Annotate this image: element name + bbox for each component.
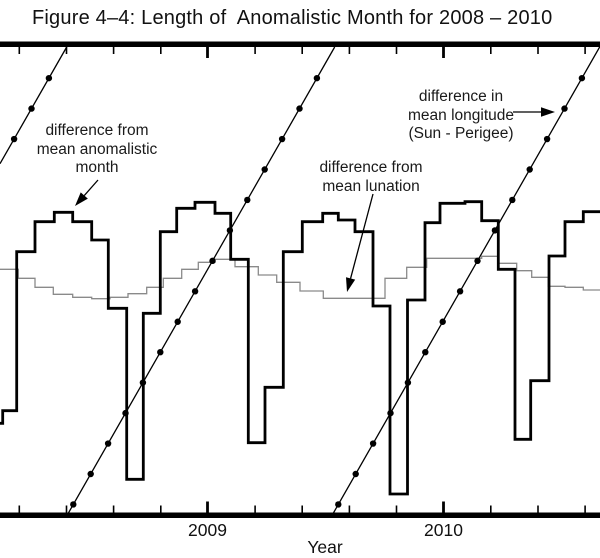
series-mean-longitude-marker: [70, 501, 77, 508]
annotation-anomalistic-arrowhead-icon: [75, 192, 88, 206]
series-mean-longitude-marker: [474, 257, 481, 265]
series-mean-longitude-marker: [139, 379, 147, 386]
series-mean-longitude-marker: [157, 349, 164, 356]
series-mean-longitude-marker: [578, 74, 586, 82]
series-mean-longitude-marker: [174, 318, 181, 325]
series-mean-longitude-line-1: [66, 46, 336, 517]
x-tick-label-2010: 2010: [424, 520, 463, 540]
series-mean-longitude-marker: [561, 105, 568, 112]
series-mean-longitude-marker: [45, 74, 53, 82]
series-mean-longitude-marker: [439, 318, 446, 325]
series-mean-longitude-marker: [104, 440, 112, 447]
series-mean-longitude-marker: [10, 135, 18, 143]
series-mean-longitude-marker: [335, 501, 342, 508]
series-mean-longitude-marker: [313, 74, 321, 82]
series-mean-longitude-marker: [191, 288, 199, 295]
series-mean-longitude-marker: [404, 379, 412, 386]
annotation-anomalistic-line: month: [75, 159, 119, 176]
annotation-lunation: difference from mean lunation: [276, 159, 466, 196]
annotation-longitude-arrowhead-icon: [541, 107, 555, 117]
x-tick-label-2009: 2009: [188, 520, 227, 540]
annotation-anomalistic-line: difference from: [45, 122, 149, 139]
series-mean-longitude-marker: [244, 196, 251, 204]
series-mean-longitude-marker: [209, 257, 216, 265]
series-anomalistic-month-diff: [0, 200, 600, 496]
annotation-lunation-line: mean lunation: [322, 177, 420, 195]
annotation-longitude-line: (Sun - Perigee): [408, 125, 514, 142]
annotation-longitude-line: mean longitude: [408, 106, 514, 124]
series-mean-longitude-marker: [387, 409, 394, 417]
series-mean-longitude-marker: [369, 440, 377, 447]
series-mean-longitude-marker: [261, 166, 268, 173]
annotation-lunation-line: [349, 193, 374, 279]
bottom-axis: [0, 512, 600, 518]
series-mean-longitude-marker: [491, 227, 499, 234]
series-mean-longitude-marker: [296, 105, 303, 112]
series-mean-longitude-marker: [28, 105, 35, 112]
series-mean-longitude-marker: [456, 288, 464, 295]
series-mean-longitude-marker: [87, 470, 94, 478]
series-mean-longitude-marker: [352, 470, 359, 478]
x-axis-label: Year: [307, 537, 343, 557]
chart-canvas: [0, 41, 600, 518]
top-axis: [0, 41, 600, 47]
annotation-anomalistic-line: [83, 179, 99, 196]
annotation-longitude: difference in mean longitude (Sun - Perige…: [366, 88, 556, 144]
figure-title: Figure 4–4: Length of Anomalistic Month …: [32, 7, 553, 29]
series-mean-longitude-line-2: [331, 46, 600, 517]
annotation-anomalistic: difference from mean anomalistic month: [2, 122, 192, 178]
annotation-anomalistic-line: mean anomalistic: [36, 140, 158, 158]
series-mean-longitude-marker: [543, 135, 551, 143]
series-mean-longitude-marker: [278, 135, 286, 143]
series-mean-longitude-marker: [422, 349, 429, 356]
series-mean-longitude-line-0: [0, 46, 68, 165]
series-mean-longitude-marker: [526, 166, 533, 173]
series-mean-longitude-marker: [122, 409, 129, 417]
series-mean-longitude-marker: [509, 196, 516, 204]
series-mean-lunation-diff: [0, 255, 600, 300]
annotation-longitude-line: difference in: [418, 88, 504, 105]
annotation-lunation-arrowhead-icon: [345, 277, 356, 292]
annotation-lunation-line: difference from: [319, 159, 423, 176]
series-mean-longitude-marker: [226, 227, 234, 234]
